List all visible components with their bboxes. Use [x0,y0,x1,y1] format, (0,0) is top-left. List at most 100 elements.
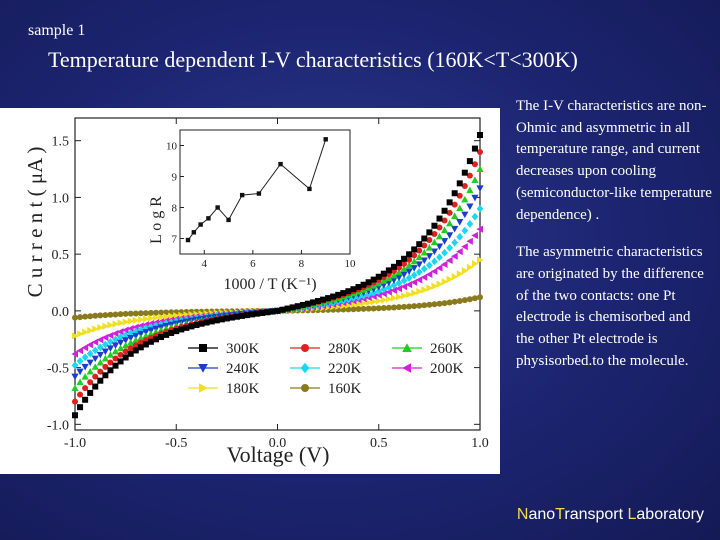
data-point [380,270,387,277]
data-point [178,326,185,333]
legend-marker [402,363,411,373]
data-point [208,318,215,325]
data-point [390,277,398,284]
data-point [471,176,479,183]
legend-label: 300K [226,341,260,357]
inset-data-point [307,186,312,192]
data-point [76,368,84,376]
data-point [360,305,367,312]
data-point [380,304,387,311]
data-point [107,311,114,318]
data-point [77,330,84,338]
data-point [400,265,408,272]
data-point [76,347,84,355]
data-point [76,357,84,366]
data-point [426,229,433,236]
data-point [401,303,408,310]
data-point [446,299,453,306]
data-point [461,169,468,176]
data-point [446,209,453,216]
data-point [122,318,130,326]
data-point [122,348,129,355]
data-point [158,309,165,316]
data-point [436,215,443,222]
data-point [92,373,99,380]
data-point [451,273,459,281]
data-point [178,311,185,319]
data-point [228,314,235,321]
data-point [81,372,89,380]
iv-plot-panel: -1.0 -0.5 0.0 0.5 1.0 -1.0 -0.5 0.0 0.5 1.0 1.5 30… [0,108,500,474]
data-point [380,289,387,298]
data-point [390,281,398,290]
data-point [77,314,84,321]
data-point [431,257,438,266]
data-point [415,261,423,269]
data-point [370,276,377,283]
data-point [107,367,114,374]
data-point [425,243,433,251]
data-point [102,372,109,379]
data-point [451,225,459,233]
data-point [101,348,109,356]
data-point [264,309,271,316]
inset-frame [179,129,351,255]
data-point [82,396,89,403]
data-point [436,253,443,262]
data-point [304,300,311,307]
data-point [390,304,397,311]
legend-marker [199,344,207,352]
data-point [451,298,458,305]
data-point [82,313,89,320]
legend-label: 280K [328,341,362,357]
data-point [76,378,84,386]
data-point [400,283,408,291]
data-point [71,384,79,392]
data-point [410,257,418,265]
data-point [101,333,109,342]
data-point [86,341,94,349]
data-point [456,248,463,256]
description-paragraph-1: The I-V characteristics are non-Ohmic an… [516,98,712,223]
data-point [107,321,115,329]
data-point [365,298,373,307]
data-point [91,346,99,355]
data-point [375,273,382,280]
lab-name-l: L [627,506,637,523]
data-point [471,260,479,268]
data-point [415,268,423,277]
legend-marker [301,344,309,352]
data-point [132,347,139,354]
data-point [350,306,357,313]
data-point [385,283,393,292]
data-point [112,362,119,369]
data-point [410,278,418,286]
legend-label: 180K [226,381,260,397]
data-point [299,301,306,308]
data-point [426,261,433,270]
data-point [360,299,368,307]
data-point [396,304,402,311]
data-point [476,204,484,213]
data-point [395,279,403,287]
data-point [122,326,129,334]
data-point [415,276,423,284]
data-point [106,345,115,352]
data-point [375,279,383,287]
data-point [254,310,261,317]
data-point [466,186,474,194]
data-point [96,351,104,359]
data-point [87,389,94,396]
data-point [132,336,140,344]
data-point [91,363,99,370]
data-point [122,341,130,349]
data-point [92,312,99,319]
data-point [431,222,438,229]
data-point [132,323,139,331]
data-point [390,294,398,302]
data-point [451,212,459,220]
data-point [430,267,438,275]
inset-x-tick-label: 8 [299,258,305,270]
data-point [425,253,433,260]
data-point [147,330,155,337]
